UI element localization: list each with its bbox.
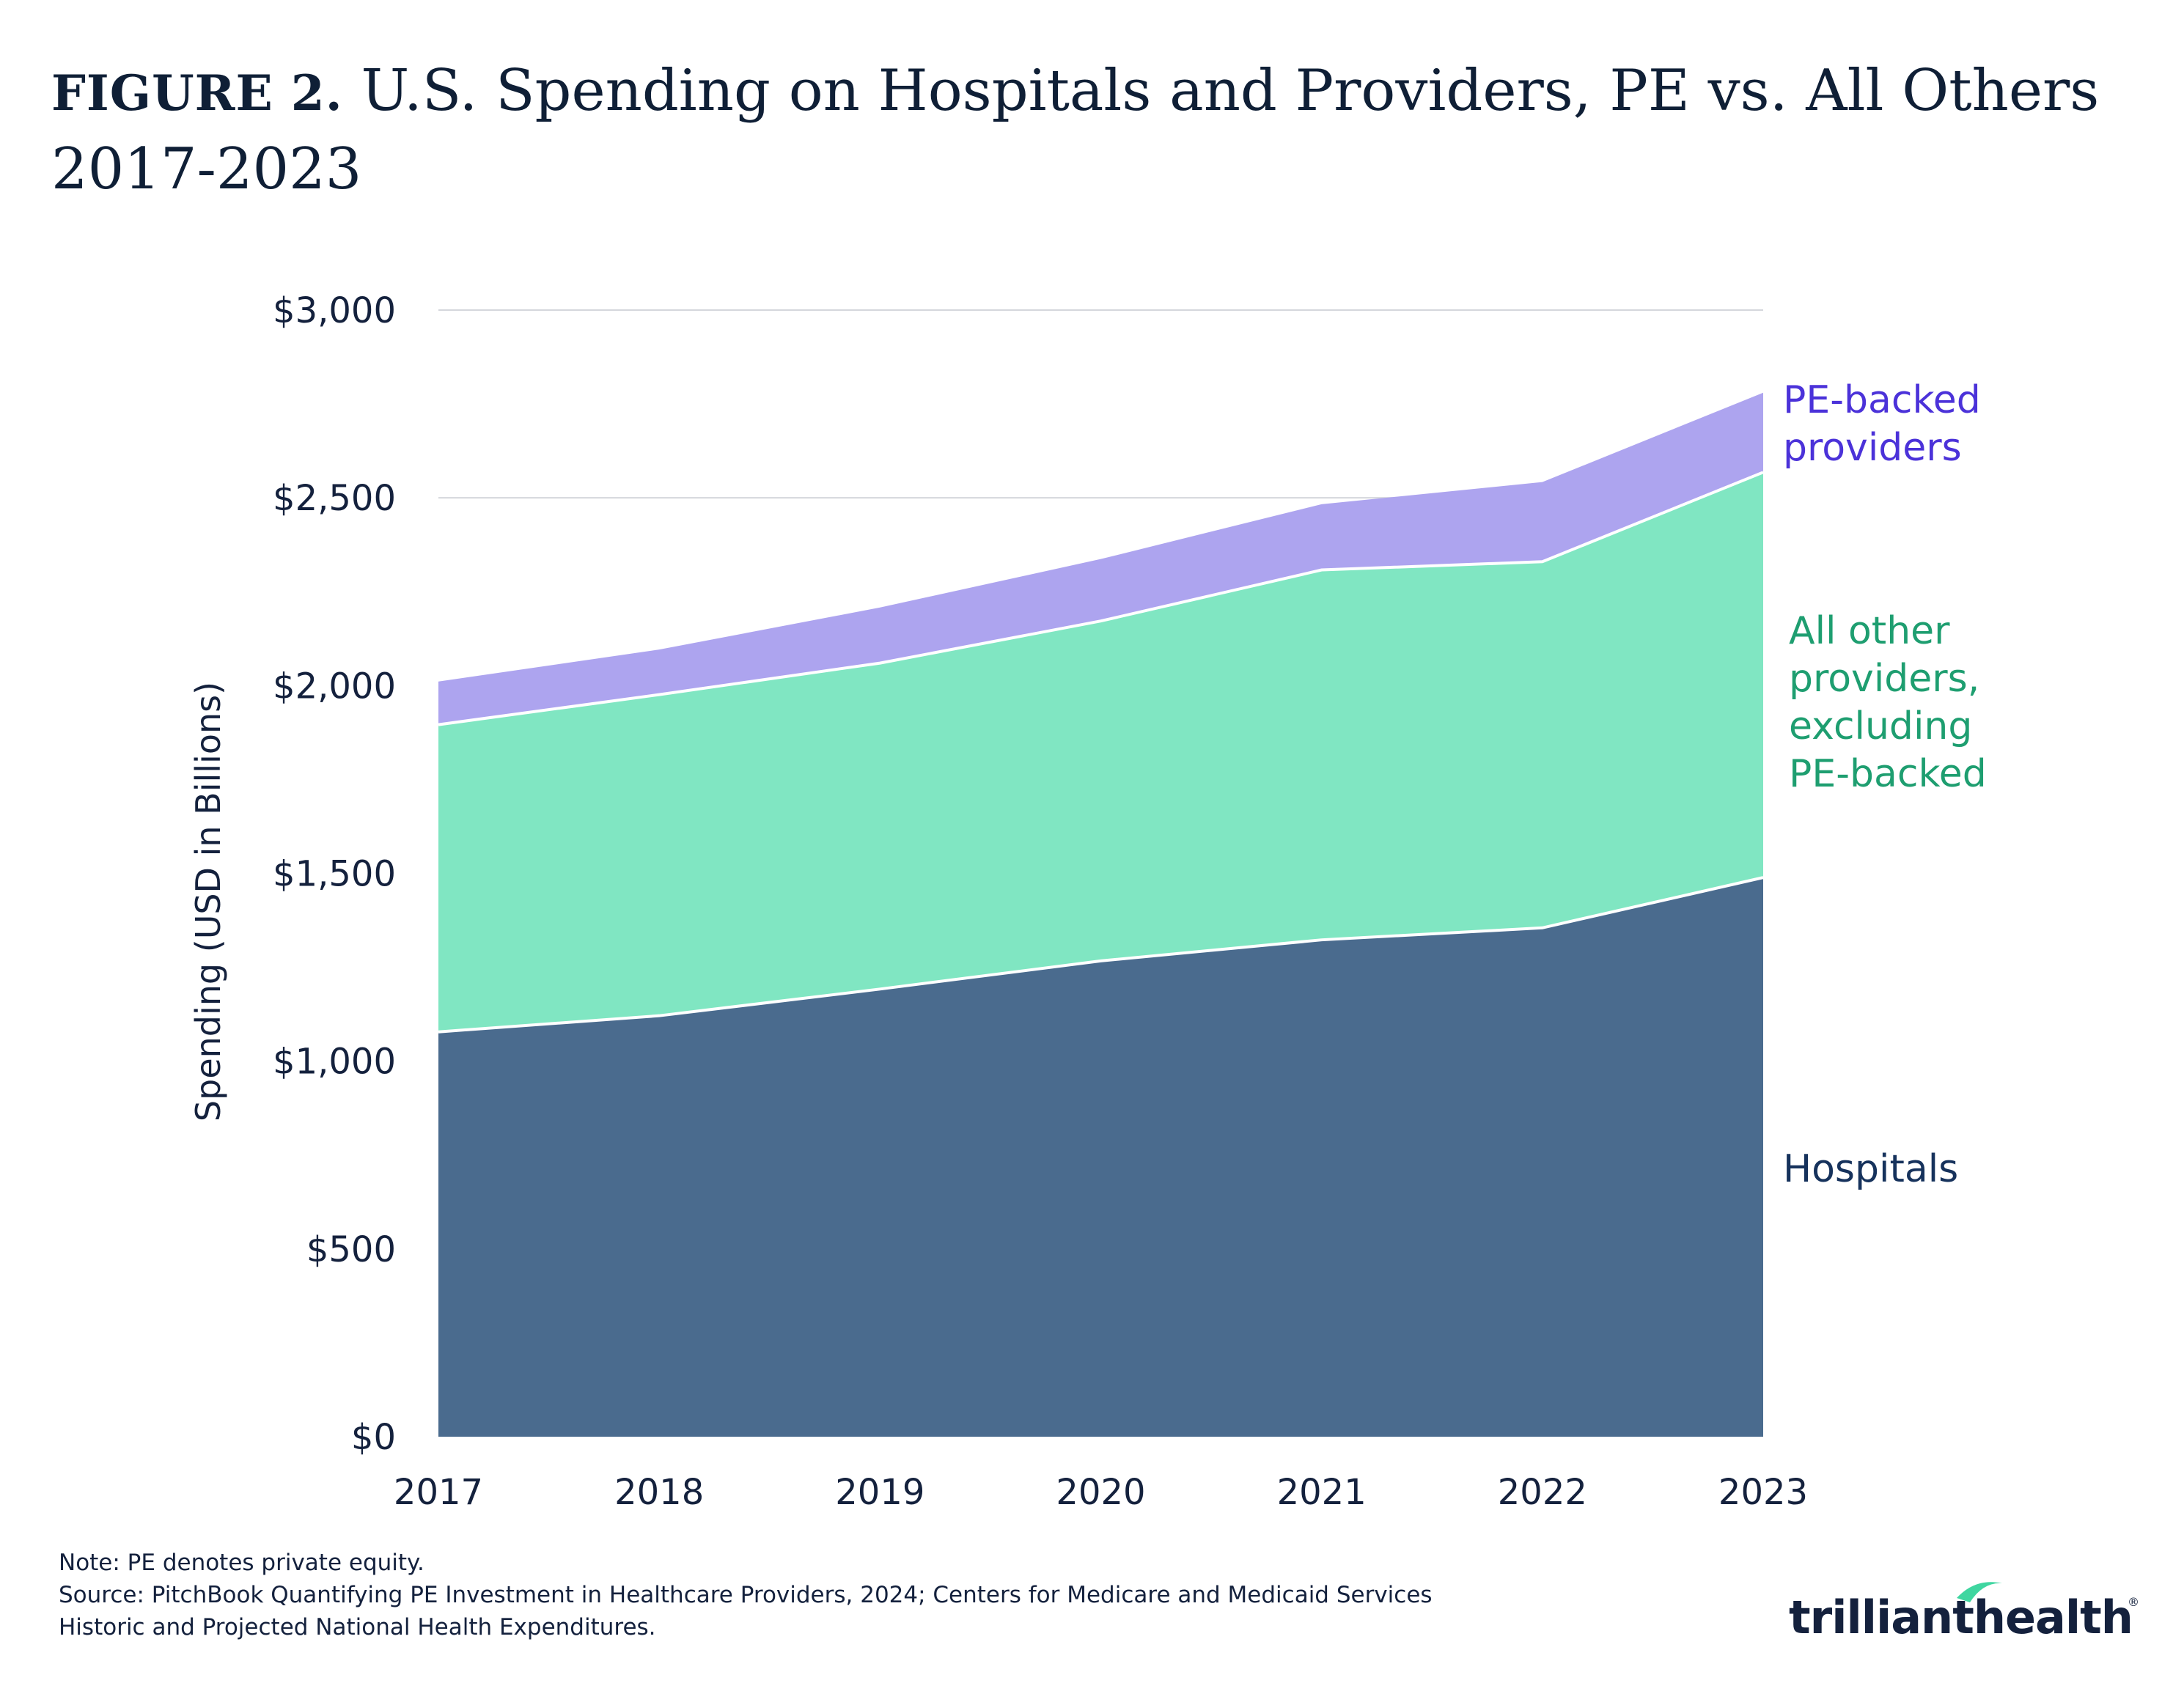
series-label-line: PE-backed <box>1783 378 1981 422</box>
figure-label: FIGURE 2. <box>51 65 343 122</box>
y-tick-label: $1,000 <box>273 1042 396 1083</box>
series-label-line: PE-backed <box>1789 752 1987 796</box>
x-tick-label: 2019 <box>835 1472 924 1513</box>
pe-backed-providers-label: PE-backed providers <box>1783 378 1981 470</box>
title-line-2: 2017-2023 <box>51 136 362 202</box>
source-line-1: Source: PitchBook Quantifying PE Investm… <box>59 1582 1433 1608</box>
logo-text-left: trilliant <box>1789 1591 1974 1644</box>
y-tick-label: $3,000 <box>273 290 396 331</box>
y-tick-label: $2,000 <box>273 666 396 707</box>
boundary-lines <box>438 471 1764 1034</box>
pe-backed-area <box>438 392 1763 725</box>
x-tick-label: 2022 <box>1498 1472 1587 1513</box>
footnotes: Note: PE denotes private equity. Source:… <box>59 1547 1672 1643</box>
series-boundary-line <box>438 471 1764 726</box>
note-text: Note: PE denotes private equity. <box>59 1550 424 1576</box>
series-label-line: Hospitals <box>1783 1147 1958 1191</box>
y-tick-label: $0 <box>351 1417 396 1458</box>
trilliant-health-logo: trillianthealth ® <box>1789 1576 2155 1649</box>
x-tick-label: 2017 <box>394 1472 483 1513</box>
y-tick-label: $500 <box>306 1229 396 1270</box>
y-axis-label: Spending (USD in Billions) <box>188 682 228 1122</box>
all-other-providers-label: All other providers, excluding PE-backed <box>1789 609 1987 796</box>
chart-title: FIGURE 2. U.S. Spending on Hospitals and… <box>51 53 2141 207</box>
series-label-line: providers <box>1783 426 1962 470</box>
logo-text-right: health <box>1973 1591 2133 1644</box>
series-label-line: All other <box>1789 609 1950 653</box>
source-line-2: Historic and Projected National Health E… <box>59 1614 656 1640</box>
x-tick-label: 2018 <box>614 1472 704 1513</box>
logo-wordmark: trillianthealth <box>1789 1591 2133 1644</box>
series-label-line: excluding <box>1789 704 1972 748</box>
logo-swoosh-icon <box>1957 1582 2002 1602</box>
y-axis-ticks: $0 $500 $1,000 $1,500 $2,000 $2,500 $3,000 <box>273 290 396 1458</box>
x-tick-label: 2021 <box>1277 1472 1367 1513</box>
series-boundary-line <box>438 876 1764 1034</box>
x-tick-label: 2023 <box>1718 1472 1808 1513</box>
hospitals-area <box>438 877 1763 1437</box>
registered-mark: ® <box>2128 1595 2139 1609</box>
y-tick-label: $2,500 <box>273 478 396 519</box>
x-axis-ticks: 2017 2018 2019 2020 2021 2022 2023 <box>394 1472 1808 1513</box>
x-tick-label: 2020 <box>1056 1472 1145 1513</box>
hospitals-label: Hospitals <box>1783 1147 1958 1191</box>
all-other-providers-area <box>438 472 1763 1032</box>
y-tick-label: $1,500 <box>273 854 396 895</box>
series-label-line: providers, <box>1789 657 1979 701</box>
title-line-1: U.S. Spending on Hospitals and Providers… <box>361 58 2100 124</box>
area-series <box>438 392 1763 1437</box>
